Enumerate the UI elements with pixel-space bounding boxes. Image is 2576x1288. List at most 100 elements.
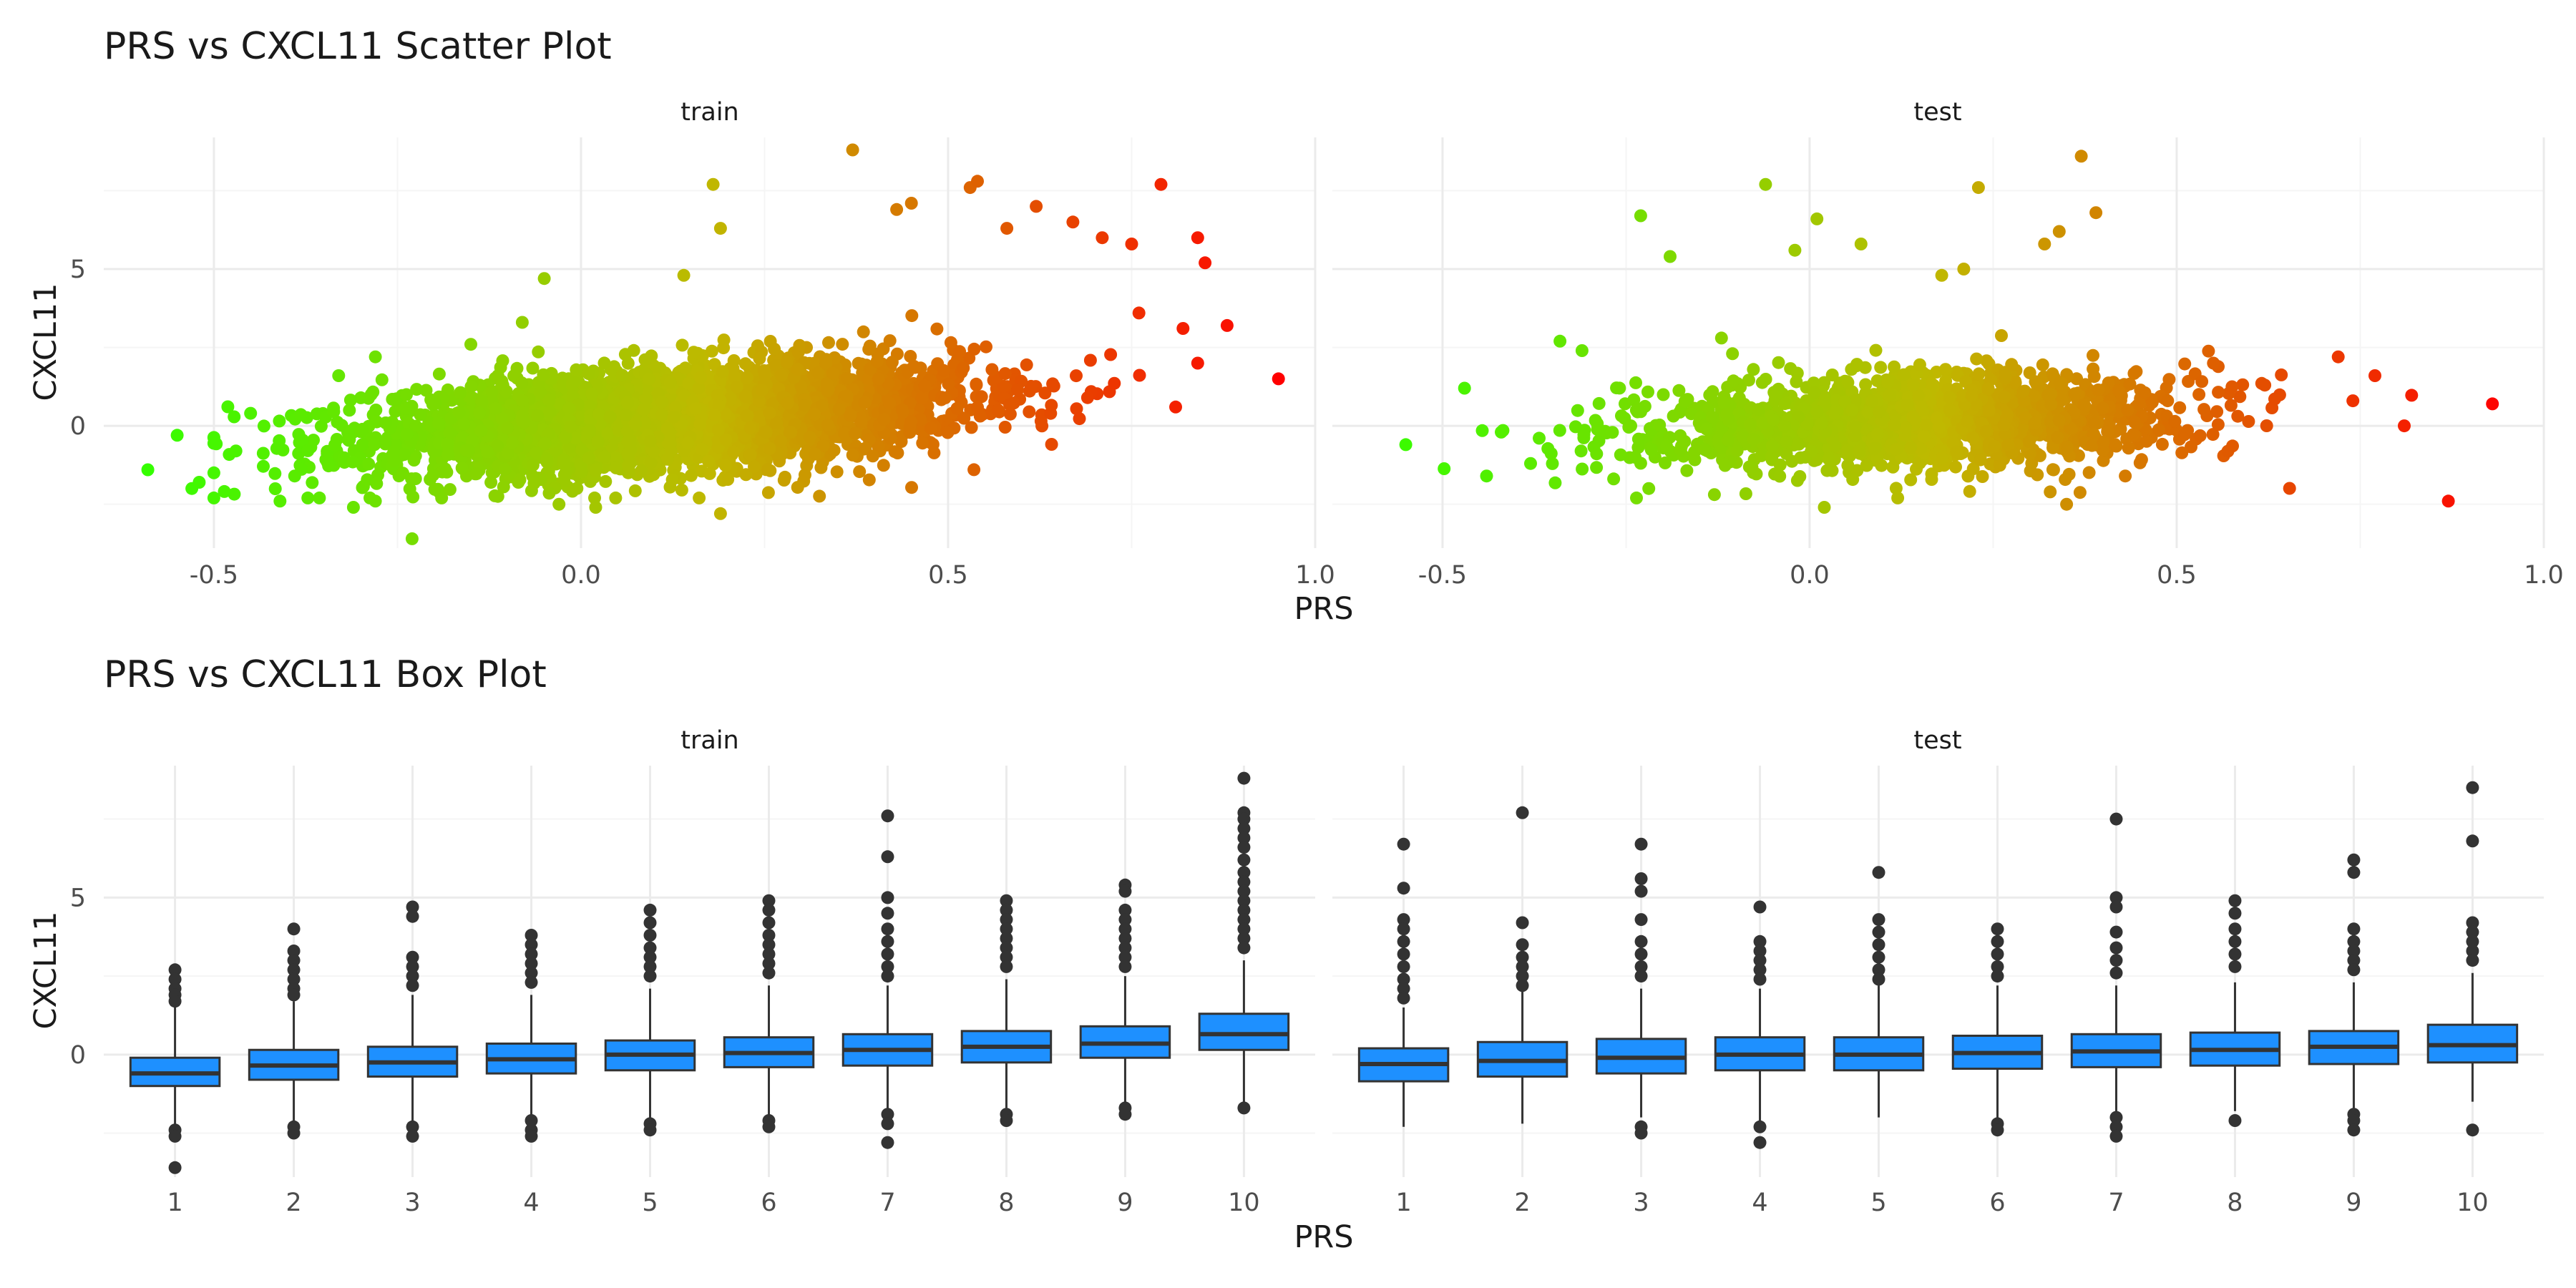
scatter-point <box>322 459 336 473</box>
scatter-point <box>840 389 854 403</box>
scatter-point <box>582 399 595 412</box>
scatter-point <box>2185 440 2197 454</box>
scatter-point <box>497 480 510 494</box>
scatter-point <box>1938 363 1952 376</box>
scatter-point <box>556 371 570 385</box>
scatter-point <box>894 435 908 449</box>
scatter-point <box>1810 405 1824 418</box>
scatter-point <box>957 411 971 425</box>
scatter-point <box>705 344 718 358</box>
scatter-point <box>684 469 698 482</box>
scatter-point <box>464 380 478 394</box>
scatter-point <box>570 363 583 376</box>
scatter-point <box>1066 215 1080 229</box>
scatter-point <box>752 410 766 424</box>
scatter-point <box>1667 409 1680 423</box>
scatter-point <box>908 361 922 374</box>
scatter-point <box>538 436 552 450</box>
scatter-point <box>965 421 978 434</box>
scatter-point <box>967 342 981 356</box>
scatter-point <box>464 338 477 351</box>
scatter-point <box>1736 429 1750 443</box>
scatter-point <box>2023 435 2036 448</box>
scatter-point <box>1822 452 1835 466</box>
scatter-point <box>877 413 891 426</box>
scatter-point <box>2197 403 2211 416</box>
scatter-strip-test: test <box>1913 98 1961 127</box>
scatter-point <box>1154 177 1168 191</box>
scatter-point <box>409 472 422 485</box>
scatter-point <box>1888 360 1901 374</box>
scatter-point <box>938 391 952 405</box>
scatter-point <box>924 421 938 435</box>
scatter-point <box>141 463 155 477</box>
scatter-point <box>675 338 689 352</box>
scatter-point <box>916 436 930 450</box>
scatter-point <box>537 272 551 286</box>
scatter-point <box>474 424 488 437</box>
y-tick-label: 5 <box>70 255 86 284</box>
scatter-point <box>1845 404 1859 417</box>
scatter-point <box>1220 318 1234 332</box>
scatter-point <box>603 410 617 424</box>
scatter-point <box>1629 376 1642 389</box>
scatter-point <box>1660 439 1673 453</box>
scatter-point <box>2283 482 2296 495</box>
scatter-point <box>694 371 708 384</box>
scatter-point <box>638 353 652 366</box>
scatter-point <box>1981 382 1995 396</box>
scatter-point <box>1475 424 1489 437</box>
scatter-point <box>454 386 467 399</box>
scatter-point <box>2192 388 2206 401</box>
scatter-point <box>480 445 494 459</box>
scatter-point <box>1030 200 1043 213</box>
scatter-point <box>543 405 557 419</box>
scatter-point <box>542 427 555 441</box>
scatter-point <box>1899 421 1913 434</box>
scatter-point <box>328 438 341 452</box>
scatter-point <box>716 365 729 379</box>
scatter-point <box>1807 386 1821 399</box>
scatter-point <box>292 428 306 441</box>
scatter-point <box>1083 353 1097 367</box>
scatter-point <box>2260 419 2273 432</box>
scatter-point <box>1132 306 1146 320</box>
scatter-point <box>526 458 540 472</box>
scatter-point <box>623 457 637 470</box>
scatter-point <box>655 408 669 421</box>
scatter-point <box>1591 417 1604 430</box>
scatter-point <box>1574 444 1588 458</box>
scatter-point <box>854 415 868 429</box>
scatter-point <box>798 399 811 412</box>
scatter-point <box>768 342 781 356</box>
scatter-point <box>667 410 680 424</box>
scatter-point <box>693 418 707 431</box>
scatter-point <box>1913 358 1926 371</box>
scatter-point <box>1920 418 1933 431</box>
scatter-point <box>2044 485 2057 499</box>
scatter-point <box>791 481 804 494</box>
scatter-point <box>228 410 241 424</box>
scatter-point <box>1034 414 1048 428</box>
scatter-point <box>2082 466 2096 479</box>
scatter-point <box>2178 357 2192 371</box>
scatter-point <box>331 415 344 429</box>
scatter-point <box>1918 430 1931 444</box>
scatter-point <box>530 446 543 459</box>
scatter-point <box>1707 488 1721 502</box>
scatter-point <box>591 434 605 448</box>
scatter-point <box>1841 376 1855 389</box>
scatter-point <box>517 415 531 429</box>
scatter-point <box>542 394 556 407</box>
scatter-point <box>693 491 706 504</box>
scatter-point <box>815 399 829 412</box>
scatter-point <box>882 377 895 390</box>
scatter-point <box>1820 464 1834 477</box>
scatter-point <box>826 366 839 380</box>
scatter-point <box>485 385 499 399</box>
scatter-point <box>1765 439 1779 452</box>
scatter-point <box>1705 410 1719 424</box>
scatter-point <box>506 436 519 449</box>
scatter-point <box>562 401 576 415</box>
scatter-point <box>1778 397 1792 411</box>
